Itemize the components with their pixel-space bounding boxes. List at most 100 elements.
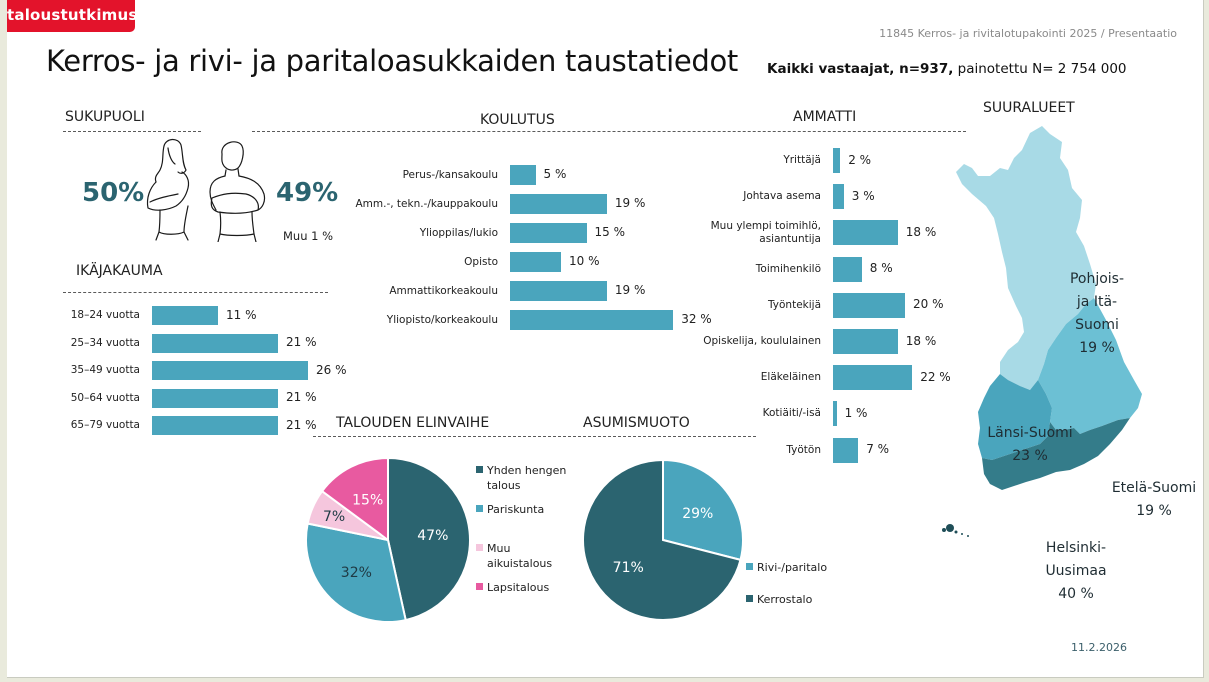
bar <box>833 220 898 246</box>
bar <box>833 256 862 282</box>
bar <box>833 292 905 318</box>
bar-value: 5 % <box>543 167 567 181</box>
sample-info-bold: Kaikki vastaajat, n=937, <box>767 61 954 77</box>
map-label-line: ja Itä- <box>1076 294 1118 310</box>
bar <box>510 165 536 185</box>
bar-value: 1 % <box>844 405 868 420</box>
legend-item: Yhden hengen talous <box>476 463 566 493</box>
bar-label-line: Amm.-, tekn.-/kauppakoulu <box>355 197 498 210</box>
bar <box>152 333 278 353</box>
finland-region-map <box>942 126 1142 537</box>
bar-label-line: Johtava asema <box>743 190 821 203</box>
map-region-lansi-suomi <box>978 374 1052 460</box>
bar-value: 32 % <box>681 312 712 326</box>
bar-label: Työntekijä <box>768 299 821 312</box>
legend-item: Kerrostalo <box>746 592 812 607</box>
bar-value: 18 % <box>905 224 937 239</box>
bar-value: 8 % <box>869 261 893 276</box>
legend-label: Kerrostalo <box>757 593 813 606</box>
map-label-helsinki-uusimaa: Helsinki- Uusimaa 40 % <box>1036 537 1116 606</box>
bar <box>833 437 859 463</box>
woman-icon <box>146 138 190 241</box>
bar-value: 20 % <box>913 297 944 312</box>
map-region-pohjois-ja-ita-suomi <box>956 126 1096 390</box>
bar-label-line: 25–34 vuotta <box>70 336 140 349</box>
legend-swatch <box>746 595 753 602</box>
bar-label-line: Eläkeläinen <box>760 371 821 384</box>
housing-pie-chart: 29% 71% <box>582 458 744 621</box>
bar-label: Opisto <box>464 256 498 269</box>
bar <box>833 184 844 210</box>
divider <box>252 131 966 132</box>
bar-label-line: 35–49 vuotta <box>70 364 140 376</box>
legend-label: Yhden hengen <box>487 464 567 477</box>
bar-label: Toimihenkilö <box>756 263 821 276</box>
bar-label: Ylioppilas/lukio <box>420 227 498 240</box>
section-title-sukupuoli: SUKUPUOLI <box>65 109 145 125</box>
legend-label: Lapsitalous <box>487 581 550 594</box>
bar <box>833 148 841 173</box>
bar <box>152 388 278 408</box>
section-title-ammatti: AMMATTI <box>793 109 857 125</box>
bar-label-line: 18–24 vuotta <box>70 309 140 321</box>
pie-slice <box>305 522 407 623</box>
legend-swatch <box>476 505 483 512</box>
bar-label-line: Työntekijä <box>768 298 821 311</box>
legend-label: Rivi-/paritalo <box>757 561 828 574</box>
divider <box>63 292 328 293</box>
legend-item: Lapsitalous <box>476 580 549 595</box>
male-share: 49% <box>276 178 339 208</box>
bar-label: 25–34 vuotta <box>71 337 140 350</box>
bar-value: 15 % <box>594 225 626 239</box>
other-gender-share: Muu 1 % <box>283 229 334 243</box>
bar-label: Yrittäjä <box>783 154 821 167</box>
bar-label-line: asiantuntija <box>759 232 821 245</box>
map-label-value: 19 % <box>1136 503 1172 519</box>
bar-label: Opiskelija, koululainen <box>703 335 821 348</box>
bar-label-line: Yrittäjä <box>783 154 821 166</box>
female-share: 50% <box>82 178 145 208</box>
project-label: 11845 Kerros- ja rivitalotupakointi 2025… <box>879 27 1177 40</box>
map-label-value: 19 % <box>1079 340 1115 356</box>
bar-label: 65–79 vuotta <box>71 419 140 432</box>
presentation-date: 11.2.2026 <box>1071 641 1127 654</box>
bar-value: 21 % <box>286 335 317 349</box>
bar-value: 21 % <box>286 390 317 404</box>
map-label-line: Suomi <box>1075 317 1119 333</box>
bar-label: Johtava asema <box>743 190 821 203</box>
map-label-line: Uusimaa <box>1045 563 1107 579</box>
section-title-suuralueet: SUURALUEET <box>983 100 1075 116</box>
bar <box>833 365 913 391</box>
bar-value: 10 % <box>569 254 600 268</box>
brand-logo: taloustutkimus <box>7 0 137 32</box>
legend-item: Pariskunta <box>476 502 544 517</box>
map-region-etela-suomi <box>1038 298 1142 434</box>
legend-item: Muu aikuistalous <box>476 541 552 571</box>
bar-label: Amm.-, tekn.-/kauppakoulu <box>355 198 498 211</box>
pie-slice-label: 29% <box>682 506 713 522</box>
pie-slice <box>387 456 471 622</box>
bar <box>510 194 607 214</box>
section-title-talouden-elinvaihe: TALOUDEN ELINVAIHE <box>336 415 490 431</box>
divider <box>313 436 756 437</box>
map-label-lansi-suomi: Länsi-Suomi 23 % <box>980 422 1080 468</box>
pie-slice-label: 47% <box>417 528 448 544</box>
household-pie-chart: 47% 32% 7% 15% <box>305 456 471 623</box>
legend-swatch <box>476 466 483 473</box>
bar-label-line: Opiskelija, koululainen <box>703 335 821 347</box>
divider <box>63 131 201 132</box>
bar <box>833 401 837 427</box>
section-title-ikajakauma: IKÄJAKAUMA <box>76 263 163 279</box>
bar-label: Työtön <box>786 444 821 457</box>
bar-value: 7 % <box>866 442 890 457</box>
pie-slice <box>662 458 744 562</box>
legend-label: Pariskunta <box>487 503 545 516</box>
section-title-koulutus: KOULUTUS <box>480 112 555 128</box>
map-label-line: Länsi-Suomi <box>987 425 1073 441</box>
bar-label-line: Muu ylempi toimihlö, <box>710 219 821 232</box>
bar-label: Ammattikorkeakoulu <box>389 285 498 298</box>
pie-slice-label: 71% <box>613 560 644 576</box>
map-label-pohjois-ja-ita-suomi: Pohjois- ja Itä- Suomi 19 % <box>1064 268 1130 360</box>
bar-value: 11 % <box>226 307 257 322</box>
map-label-line: Helsinki- <box>1045 540 1107 556</box>
